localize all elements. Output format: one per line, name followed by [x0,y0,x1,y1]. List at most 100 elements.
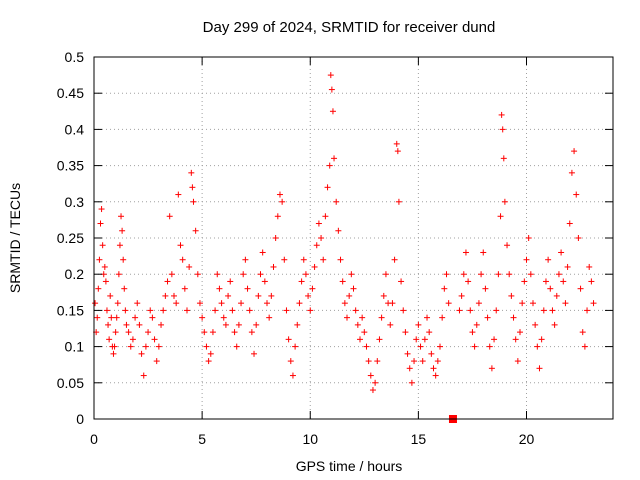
data-point [183,307,190,314]
data-point [120,256,127,263]
data-point [498,111,505,118]
data-point [320,256,327,263]
data-point [229,307,236,314]
data-point [473,321,480,328]
data-point [129,336,136,343]
data-point [350,285,357,292]
data-point [586,263,593,270]
data-point [428,350,435,357]
data-point [248,329,255,336]
data-point [153,358,160,365]
y-tick-label: 0.05 [57,375,84,391]
data-point [138,350,145,357]
data-point [504,242,511,249]
data-point [212,307,219,314]
data-point [337,256,344,263]
data-point [467,307,474,314]
data-point [216,285,223,292]
data-point [382,271,389,278]
data-point [313,242,320,249]
data-point [417,343,424,350]
data-point [542,278,549,285]
data-point [501,198,508,205]
data-point [246,307,253,314]
data-point [394,148,401,155]
data-point [309,285,316,292]
data-point [259,249,266,256]
data-point [127,343,134,350]
data-point [294,321,301,328]
data-point [406,365,413,372]
data-point [445,300,452,307]
data-point [240,271,247,278]
data-point [480,249,487,256]
data-point [251,350,258,357]
data-point [242,256,249,263]
data-point [456,307,463,314]
data-point [118,213,125,220]
data-point [514,358,521,365]
data-point [115,271,122,278]
data-point [354,321,361,328]
data-point [287,358,294,365]
data-point [151,336,158,343]
data-point [549,307,556,314]
data-point [584,307,591,314]
data-point [98,206,105,213]
data-point [369,387,376,394]
data-point [289,372,296,379]
data-point [471,343,478,350]
data-point [538,336,545,343]
data-point [160,307,167,314]
data-point [590,300,597,307]
data-point [324,184,331,191]
data-point [175,191,182,198]
data-point [311,263,318,270]
data-point [443,271,450,278]
data-point [551,321,558,328]
data-point [92,300,99,307]
data-point [331,155,338,162]
y-tick-label: 0.3 [65,194,85,210]
data-point [225,292,232,299]
data-point [257,271,264,278]
data-point [441,285,448,292]
data-point [94,314,101,321]
data-point [512,336,519,343]
data-point [285,336,292,343]
data-point [387,321,394,328]
data-point [380,292,387,299]
data-point [305,292,312,299]
data-point [194,271,201,278]
data-point [519,300,526,307]
data-point [402,329,409,336]
data-point [378,314,385,321]
data-point [344,314,351,321]
data-point [164,278,171,285]
data-point [192,227,199,234]
y-tick-label: 0.5 [65,49,85,65]
y-axis-label: SRMTID / TECUs [7,183,23,293]
y-tick-label: 0.2 [65,266,85,282]
data-point [506,271,513,278]
data-point [408,379,415,386]
data-point [328,86,335,93]
data-point [134,300,141,307]
data-point [318,235,325,241]
data-point [140,372,147,379]
data-point [553,292,560,299]
data-point [149,314,156,321]
data-point [189,184,196,191]
data-point [166,213,173,220]
data-point [123,321,130,328]
data-point [283,307,290,314]
data-point [155,343,162,350]
data-point [145,329,152,336]
y-tick-label: 0.25 [57,230,84,246]
data-point [222,321,229,328]
data-point [233,343,240,350]
data-point [510,314,517,321]
data-point [458,292,465,299]
data-point [426,329,433,336]
data-point [218,300,225,307]
